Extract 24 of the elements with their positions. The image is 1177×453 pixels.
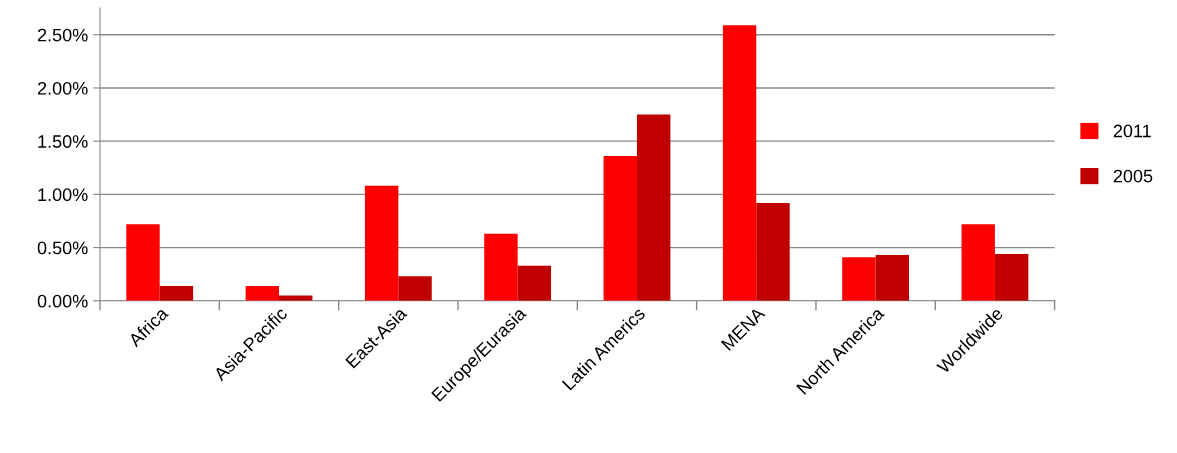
bar	[279, 295, 313, 301]
legend-label: 2011	[1113, 124, 1151, 138]
y-tick-label: 2.00%	[37, 81, 88, 95]
bar	[484, 233, 518, 301]
legend-label: 2005	[1113, 169, 1153, 183]
bar	[364, 185, 399, 301]
bar	[159, 285, 194, 301]
y-tick-label: 1.50%	[38, 135, 88, 148]
bar	[875, 255, 910, 301]
bar	[636, 114, 671, 301]
bar	[603, 156, 637, 301]
bar	[756, 202, 790, 301]
y-tick-label: 1.00%	[38, 188, 88, 202]
bar	[126, 224, 160, 301]
y-tick-label: 0.50%	[37, 241, 88, 255]
bar	[961, 224, 995, 301]
y-tick-label: 2.50%	[37, 28, 88, 42]
bar	[398, 276, 432, 301]
bar	[842, 257, 876, 301]
bar	[722, 25, 757, 301]
bar	[994, 253, 1029, 301]
y-tick-label: 0.00%	[37, 294, 88, 308]
bar	[517, 265, 552, 301]
bar	[245, 285, 280, 301]
